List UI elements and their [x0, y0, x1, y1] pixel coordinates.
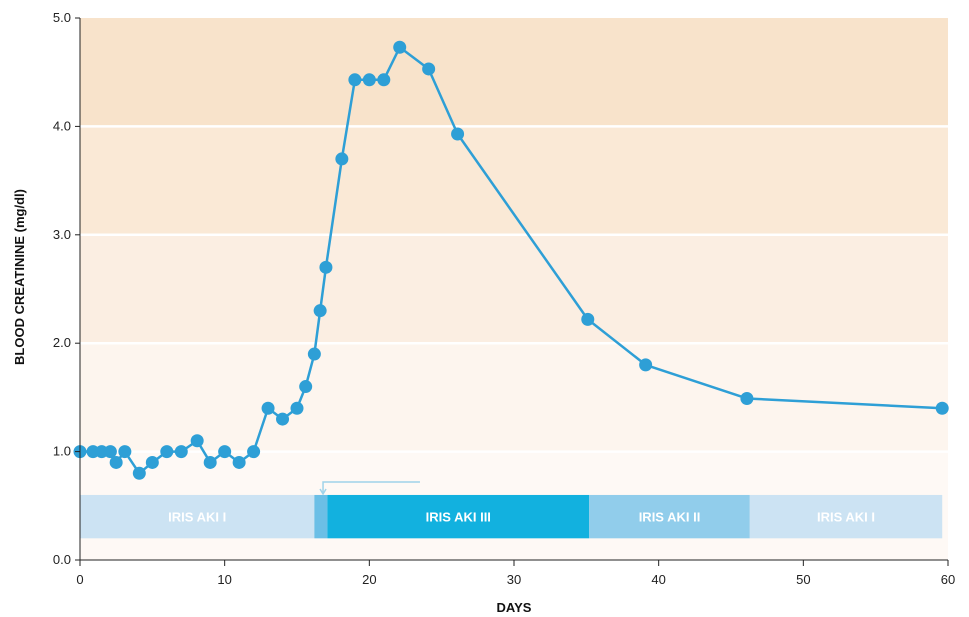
- data-point: [377, 73, 391, 87]
- background-band: [80, 18, 948, 127]
- data-point: [319, 260, 333, 274]
- y-tick-label: 1.0: [53, 444, 71, 459]
- x-tick-labels: 0 10 20 30 40 50 60: [76, 572, 955, 587]
- data-point: [290, 401, 304, 415]
- data-point: [109, 455, 123, 469]
- data-series: [73, 40, 949, 480]
- y-tick-label: 2.0: [53, 335, 71, 350]
- data-point: [103, 445, 117, 459]
- data-point: [203, 455, 217, 469]
- data-point: [160, 445, 174, 459]
- stage-segment: [314, 494, 328, 539]
- y-tick-label: 3.0: [53, 227, 71, 242]
- stage-segment: [589, 494, 750, 539]
- data-point: [299, 380, 313, 394]
- data-point: [393, 40, 407, 54]
- y-axis-title: BLOOD CREATININE (mg/dl): [12, 189, 27, 365]
- data-point: [307, 347, 321, 361]
- stage-segment: [749, 494, 943, 539]
- data-point: [190, 434, 204, 448]
- stage-segment: [327, 494, 590, 539]
- background-bands: [80, 18, 948, 560]
- y-tick-labels: 0.0 1.0 2.0 3.0 4.0 5.0: [53, 10, 71, 567]
- axes: [75, 17, 949, 566]
- y-tick-label: 5.0: [53, 10, 71, 25]
- data-point: [232, 455, 246, 469]
- x-tick-label: 10: [217, 572, 231, 587]
- data-point: [935, 401, 949, 415]
- y-tick-label: 0.0: [53, 552, 71, 567]
- data-point: [740, 391, 754, 405]
- data-point: [174, 445, 188, 459]
- stage-label: IRIS AKI II: [639, 510, 701, 525]
- data-point: [145, 455, 159, 469]
- data-point: [422, 62, 436, 76]
- stage-label: IRIS AKI III: [426, 510, 491, 525]
- data-point: [451, 127, 465, 141]
- bracket-line: [322, 481, 420, 494]
- x-tick-label: 50: [796, 572, 810, 587]
- background-band: [80, 343, 948, 452]
- stage-label: IRIS AKI I: [817, 510, 875, 525]
- x-axis-title: DAYS: [497, 600, 532, 615]
- y-tick-label: 4.0: [53, 118, 71, 133]
- stage-segment: [80, 494, 315, 539]
- data-point: [581, 312, 595, 326]
- x-tick-label: 30: [507, 572, 521, 587]
- bracket-arrowhead: [319, 488, 327, 496]
- data-point: [335, 152, 349, 166]
- stage-label: IRIS AKI I: [168, 510, 226, 525]
- x-tick-label: 20: [362, 572, 376, 587]
- background-band: [80, 234, 948, 344]
- x-tick-label: 60: [941, 572, 955, 587]
- x-tick-label: 0: [76, 572, 83, 587]
- data-point: [118, 445, 132, 459]
- data-point: [276, 412, 290, 426]
- data-point: [348, 73, 362, 87]
- data-point: [261, 401, 275, 415]
- data-point: [132, 466, 146, 480]
- background-band: [80, 126, 948, 235]
- data-point: [313, 304, 327, 318]
- data-point: [362, 73, 376, 87]
- data-point: [639, 358, 653, 372]
- data-point: [247, 445, 261, 459]
- data-point: [218, 445, 232, 459]
- stage-bar: IRIS AKI I IRIS AKI III IRIS AKI II IRIS AK…: [80, 494, 943, 539]
- stage-bracket: [319, 481, 420, 496]
- x-tick-label: 40: [651, 572, 665, 587]
